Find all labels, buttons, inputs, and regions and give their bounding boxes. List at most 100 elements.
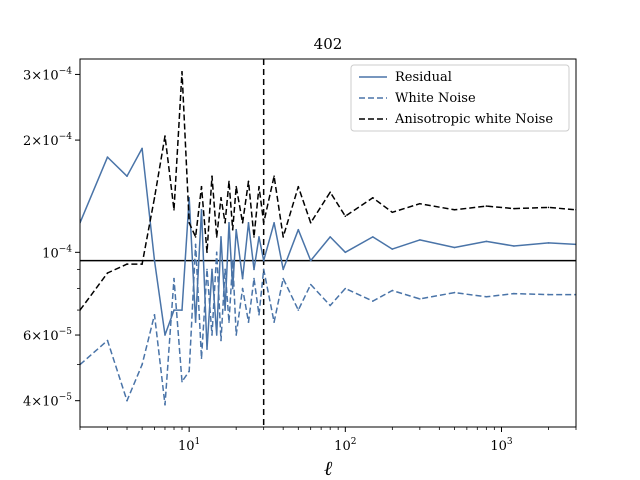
series-0-point xyxy=(547,242,550,244)
series-2-point xyxy=(258,185,260,188)
series-0-point xyxy=(344,251,347,254)
plot-area xyxy=(80,59,576,427)
y-tick-exponent: −4 xyxy=(59,66,73,76)
y-tick-exponent: −5 xyxy=(59,393,73,403)
series-2-point xyxy=(297,185,300,188)
series-2-point xyxy=(273,175,275,177)
y-tick-exponent: −4 xyxy=(59,132,73,142)
series-1-point xyxy=(258,314,260,316)
series-2-point xyxy=(173,209,175,211)
series-2-point xyxy=(126,263,128,265)
series-0-point xyxy=(419,239,421,241)
series-2-point xyxy=(215,236,218,238)
series-2-point xyxy=(224,222,226,224)
series-0-point xyxy=(329,236,332,238)
series-0-point xyxy=(485,240,488,243)
series-2-point xyxy=(141,263,143,265)
series-1-point xyxy=(188,370,190,373)
series-0-point xyxy=(211,268,213,271)
series-0-point xyxy=(215,334,218,336)
x-tick-label: 101 xyxy=(178,437,200,454)
series-0-point xyxy=(231,287,234,290)
series-1-point xyxy=(220,339,222,342)
series-2-point xyxy=(253,236,255,238)
series-1-point xyxy=(309,283,312,286)
series-0-point xyxy=(258,236,260,238)
series-1-point xyxy=(391,289,394,292)
x-tick-label: 102 xyxy=(334,437,356,454)
series-2-point xyxy=(485,205,488,207)
x-tick-exponent: 1 xyxy=(195,437,201,447)
series-0-point xyxy=(282,268,285,271)
legend: Residual White Noise Anisotropic white Noi… xyxy=(350,64,570,132)
legend-box xyxy=(350,64,570,132)
legend-label-1: White Noise xyxy=(395,91,476,106)
y-tick-exponent: −4 xyxy=(59,244,73,254)
series-1-point xyxy=(164,404,166,406)
series-2-point xyxy=(181,71,183,73)
series-2-point xyxy=(188,222,190,224)
series-2-point xyxy=(153,197,156,199)
series-0-point xyxy=(173,309,175,311)
series-0-point xyxy=(228,222,230,224)
series-2-point xyxy=(309,222,312,224)
series-2-point xyxy=(235,185,237,188)
series-2-point xyxy=(282,236,285,238)
series-2-point xyxy=(547,206,550,209)
series-line-2 xyxy=(80,71,576,311)
plot-frame xyxy=(79,58,577,428)
series-1-point xyxy=(224,268,226,271)
x-axis-label: ℓ xyxy=(324,456,333,480)
series-1-point xyxy=(253,277,255,280)
series-2-point xyxy=(344,215,347,217)
series-0-point xyxy=(126,175,128,177)
series-2-point xyxy=(453,209,456,211)
series-1-point xyxy=(282,277,285,280)
series-0-point xyxy=(372,236,374,238)
series-2-point xyxy=(241,222,244,224)
series-1-point xyxy=(453,291,456,294)
series-2-point xyxy=(220,197,222,199)
series-0-point xyxy=(141,147,143,150)
series-1-point xyxy=(241,287,244,290)
series-1-point xyxy=(329,304,332,307)
series-1-point xyxy=(235,334,237,336)
series-2-point xyxy=(513,207,515,210)
series-0-point xyxy=(188,197,190,199)
series-0-point xyxy=(220,236,222,238)
series-0-point xyxy=(309,259,312,262)
y-tick-label: 2×10−4 xyxy=(23,132,72,149)
series-2-point xyxy=(419,202,421,205)
series-0-point xyxy=(235,228,237,231)
series-1-point xyxy=(231,259,234,262)
series-0-point xyxy=(253,268,255,271)
series-2-point xyxy=(200,185,203,188)
series-0-point xyxy=(273,222,275,224)
series-0-point xyxy=(194,321,197,323)
series-1-point xyxy=(344,287,347,290)
series-2-point xyxy=(206,251,208,254)
series-2-point xyxy=(329,191,332,193)
series-1-point xyxy=(419,298,421,300)
series-1-point xyxy=(181,380,183,383)
plot-clip-group xyxy=(80,59,576,427)
series-1-point xyxy=(126,399,128,402)
series-2-point xyxy=(211,175,213,177)
series-1-point xyxy=(547,293,550,296)
series-1-point xyxy=(206,268,208,271)
series-2-point xyxy=(106,272,109,274)
series-1-point xyxy=(141,363,143,366)
series-0-point xyxy=(513,245,515,247)
series-1-point xyxy=(485,296,488,298)
series-2-point xyxy=(262,222,265,224)
series-1-point xyxy=(215,251,218,254)
series-1-point xyxy=(228,321,230,323)
chart-title: 402 xyxy=(314,35,343,53)
series-line-0 xyxy=(80,147,576,350)
series-0-point xyxy=(200,209,203,211)
x-tick-exponent: 2 xyxy=(351,437,357,447)
series-2-point xyxy=(194,236,197,238)
series-0-point xyxy=(181,309,183,311)
series-1-point xyxy=(273,321,275,323)
